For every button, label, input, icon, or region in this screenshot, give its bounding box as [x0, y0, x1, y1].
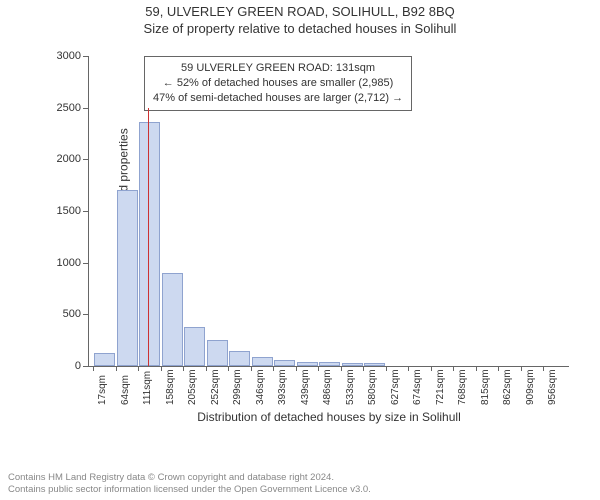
callout-line-2: ← 52% of detached houses are smaller (2,…: [153, 76, 403, 91]
footer-line-1: Contains HM Land Registry data © Crown c…: [8, 472, 371, 484]
y-tick: [83, 159, 89, 160]
x-tick: [161, 366, 162, 371]
x-tick-label: 862sqm: [502, 369, 513, 405]
histogram-bar: [184, 327, 205, 366]
footer-line-2: Contains public sector information licen…: [8, 484, 371, 496]
x-tick: [341, 366, 342, 371]
y-tick: [83, 56, 89, 57]
x-tick: [453, 366, 454, 371]
x-axis-title: Distribution of detached houses by size …: [89, 410, 569, 424]
x-tick-label: 158sqm: [165, 369, 176, 405]
x-tick: [138, 366, 139, 371]
y-tick-label: 2500: [47, 102, 81, 114]
chart-subtitle: Size of property relative to detached ho…: [0, 21, 600, 36]
x-tick: [431, 366, 432, 371]
histogram-bar: [319, 362, 340, 366]
y-tick-label: 1000: [47, 257, 81, 269]
y-tick-label: 0: [47, 360, 81, 372]
y-tick: [83, 263, 89, 264]
histogram-bar: [342, 363, 363, 366]
histogram-bar: [229, 351, 250, 367]
histogram-bar: [274, 360, 295, 366]
callout-line-1: 59 ULVERLEY GREEN ROAD: 131sqm: [153, 61, 403, 76]
x-tick-label: 17sqm: [97, 375, 108, 405]
x-tick-label: 393sqm: [277, 369, 288, 405]
x-tick-label: 439sqm: [300, 369, 311, 405]
y-tick-label: 3000: [47, 50, 81, 62]
y-tick-label: 2000: [47, 153, 81, 165]
callout-box: 59 ULVERLEY GREEN ROAD: 131sqm ← 52% of …: [144, 56, 412, 111]
y-tick: [83, 366, 89, 367]
x-tick-label: 486sqm: [322, 369, 333, 405]
callout-line-3: 47% of semi-detached houses are larger (…: [153, 91, 403, 106]
x-tick: [386, 366, 387, 371]
histogram-bar: [139, 122, 160, 366]
property-marker-line: [148, 108, 149, 366]
x-tick: [93, 366, 94, 371]
x-tick-label: 64sqm: [120, 375, 131, 405]
x-tick-label: 674sqm: [412, 369, 423, 405]
x-tick: [543, 366, 544, 371]
x-tick: [363, 366, 364, 371]
x-tick: [318, 366, 319, 371]
x-tick-label: 815sqm: [480, 369, 491, 405]
y-tick-label: 1500: [47, 205, 81, 217]
x-tick-label: 956sqm: [547, 369, 558, 405]
x-tick: [296, 366, 297, 371]
x-tick-label: 111sqm: [142, 371, 153, 405]
histogram-bar: [364, 363, 385, 366]
y-tick: [83, 211, 89, 212]
x-tick: [273, 366, 274, 371]
y-tick-label: 500: [47, 308, 81, 320]
histogram-bar: [252, 357, 273, 366]
x-tick-label: 627sqm: [390, 369, 401, 405]
histogram-bar: [297, 362, 318, 366]
x-tick: [476, 366, 477, 371]
address-line: 59, ULVERLEY GREEN ROAD, SOLIHULL, B92 8…: [0, 4, 600, 19]
plot-area: Number of detached properties Distributi…: [88, 56, 569, 367]
x-tick: [251, 366, 252, 371]
histogram-bar: [162, 273, 183, 366]
x-tick-label: 205sqm: [187, 369, 198, 405]
x-tick: [183, 366, 184, 371]
histogram-bar: [207, 340, 228, 366]
x-tick-label: 768sqm: [457, 369, 468, 405]
x-tick: [408, 366, 409, 371]
x-tick-label: 252sqm: [210, 369, 221, 405]
x-tick: [116, 366, 117, 371]
histogram-bar: [94, 353, 115, 366]
x-tick-label: 909sqm: [525, 369, 536, 405]
x-tick-label: 721sqm: [435, 369, 446, 405]
y-tick: [83, 108, 89, 109]
attribution-footer: Contains HM Land Registry data © Crown c…: [8, 472, 371, 496]
x-tick: [521, 366, 522, 371]
x-tick-label: 346sqm: [255, 369, 266, 405]
x-tick-label: 533sqm: [345, 369, 356, 405]
x-tick: [206, 366, 207, 371]
chart-container: Number of detached properties Distributi…: [60, 46, 580, 416]
x-tick-label: 299sqm: [232, 369, 243, 405]
histogram-bar: [117, 190, 138, 366]
chart-header: 59, ULVERLEY GREEN ROAD, SOLIHULL, B92 8…: [0, 0, 600, 36]
y-tick: [83, 314, 89, 315]
x-tick: [498, 366, 499, 371]
x-tick: [228, 366, 229, 371]
x-tick-label: 580sqm: [367, 369, 378, 405]
